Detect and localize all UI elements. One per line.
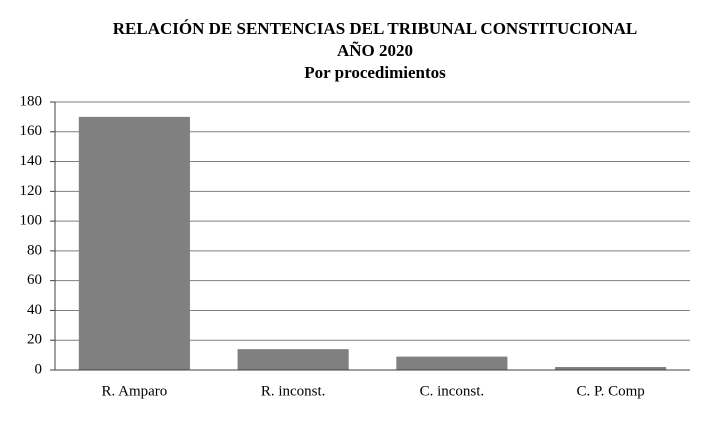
y-tick-label: 160 — [20, 123, 43, 139]
y-tick-label: 60 — [27, 272, 42, 288]
chart-title: RELACIÓN DE SENTENCIAS DEL TRIBUNAL CONS… — [113, 19, 637, 38]
y-tick-label: 40 — [27, 302, 42, 318]
y-tick-label: 100 — [20, 213, 43, 229]
x-tick-label: C. P. Comp — [576, 383, 644, 399]
x-tick-label: R. inconst. — [261, 383, 326, 399]
bar — [78, 116, 190, 370]
chart-title: AÑO 2020 — [337, 41, 413, 60]
x-tick-label: C. inconst. — [420, 383, 485, 399]
y-tick-label: 120 — [20, 183, 43, 199]
bar — [555, 367, 667, 370]
bar — [237, 349, 349, 370]
y-tick-label: 80 — [27, 242, 42, 258]
y-tick-label: 140 — [20, 153, 43, 169]
bar — [396, 356, 508, 370]
y-tick-label: 180 — [20, 93, 43, 109]
x-tick-label: R. Amparo — [101, 383, 167, 399]
y-tick-label: 20 — [27, 332, 42, 348]
y-tick-label: 0 — [35, 361, 43, 377]
chart-subtitle: Por procedimientos — [304, 63, 446, 82]
